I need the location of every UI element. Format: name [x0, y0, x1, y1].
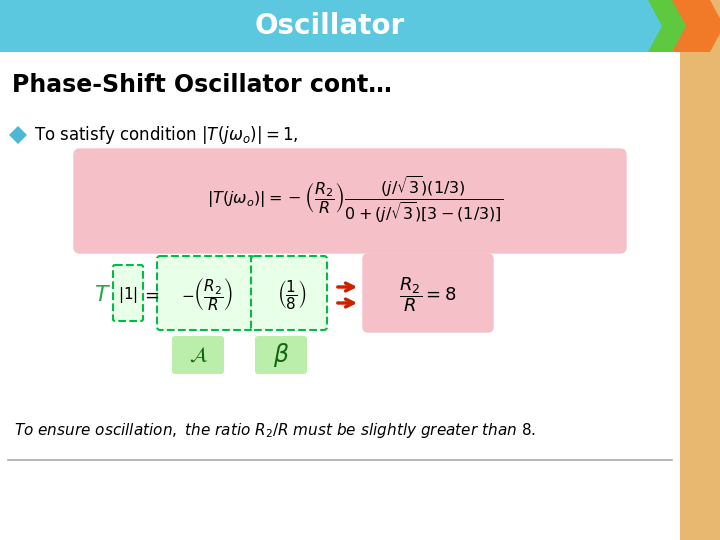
FancyBboxPatch shape — [251, 256, 327, 330]
FancyBboxPatch shape — [74, 149, 626, 253]
Text: $\left(\dfrac{1}{8}\right)$: $\left(\dfrac{1}{8}\right)$ — [277, 279, 307, 312]
Text: To satisfy condition $|T(j\omega_o)|=1,$: To satisfy condition $|T(j\omega_o)|=1,$ — [34, 124, 299, 146]
Text: $\dfrac{R_2}{R} = 8$: $\dfrac{R_2}{R} = 8$ — [399, 276, 456, 314]
Text: $\it{To\ ensure\ oscillation,\ the\ ratio\ }$$R_2$$\it{/R\ must\ be\ slightly\ g: $\it{To\ ensure\ oscillation,\ the\ rati… — [14, 421, 536, 440]
Text: $=$: $=$ — [140, 286, 159, 304]
Polygon shape — [648, 0, 700, 52]
FancyBboxPatch shape — [113, 265, 143, 321]
Text: $\mathit{T}$: $\mathit{T}$ — [94, 285, 112, 305]
Text: $|T(j\omega_o)| = -\left(\dfrac{R_2}{R}\right)\dfrac{(j/\sqrt{3})(1/3)}{0+(j/\sq: $|T(j\omega_o)| = -\left(\dfrac{R_2}{R}\… — [207, 174, 503, 226]
FancyBboxPatch shape — [255, 336, 307, 374]
Polygon shape — [9, 126, 27, 144]
FancyBboxPatch shape — [157, 256, 253, 330]
Text: $\mathcal{A}$: $\mathcal{A}$ — [189, 345, 207, 365]
Text: $\beta$: $\beta$ — [273, 341, 289, 369]
Text: $|1|$: $|1|$ — [118, 285, 138, 305]
Polygon shape — [620, 0, 672, 52]
Polygon shape — [672, 0, 720, 52]
FancyBboxPatch shape — [172, 336, 224, 374]
Text: Oscillator: Oscillator — [255, 12, 405, 40]
Polygon shape — [0, 0, 680, 52]
Text: Phase-Shift Oscillator cont…: Phase-Shift Oscillator cont… — [12, 73, 392, 97]
FancyBboxPatch shape — [363, 254, 493, 332]
Polygon shape — [680, 0, 720, 540]
Text: $-\left(\dfrac{R_2}{R}\right)$: $-\left(\dfrac{R_2}{R}\right)$ — [181, 276, 233, 314]
